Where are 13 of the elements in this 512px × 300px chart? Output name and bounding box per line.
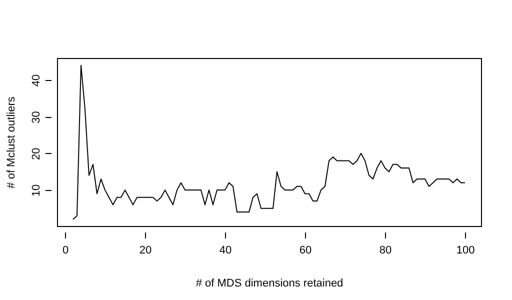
y-tick-label: 30 [30,111,42,124]
x-tick-label: 0 [62,244,69,256]
y-tick-label: 20 [30,148,42,160]
y-tick-label: 10 [30,184,42,197]
x-tick-label: 80 [379,244,392,256]
y-axis-title: # of Mclust outliers [6,96,18,188]
y-tick-label: 40 [30,74,42,87]
x-tick-label: 60 [299,244,312,256]
x-tick-label: 20 [139,244,152,256]
x-tick-label: 100 [456,244,475,256]
x-tick-label: 40 [219,244,232,256]
x-axis-title: # of MDS dimensions retained [196,278,344,290]
line-series [72,64,466,220]
